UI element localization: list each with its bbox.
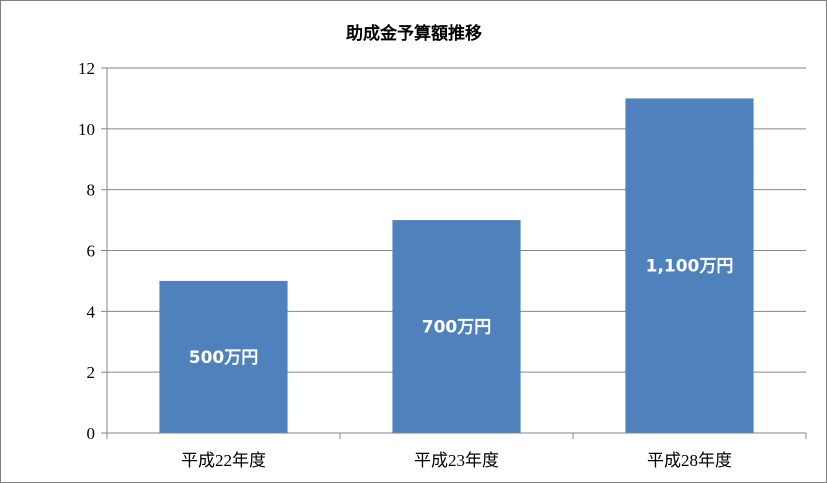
- y-tick-label: 10: [78, 120, 95, 139]
- y-tick-label: 0: [87, 424, 96, 443]
- y-tick-label: 8: [87, 181, 96, 200]
- y-tick-label: 12: [78, 59, 95, 78]
- axes: [101, 67, 807, 439]
- y-tick-label: 6: [87, 242, 96, 261]
- bar-data-label: 700万円: [422, 318, 492, 338]
- data-labels: 500万円 700万円 1,100万円: [189, 257, 734, 368]
- x-category-label: 平成22年度: [181, 451, 266, 470]
- bar-data-label: 1,100万円: [646, 257, 734, 277]
- x-category-label: 平成28年度: [647, 451, 732, 470]
- y-axis-ticks: 0 2 4 6 8 10 12: [78, 59, 96, 443]
- chart-title: 助成金予算額推移: [346, 23, 482, 44]
- bar: [625, 98, 754, 434]
- x-axis-labels: 平成22年度 平成23年度 平成28年度: [181, 451, 732, 470]
- x-category-label: 平成23年度: [414, 451, 499, 470]
- bar: [159, 280, 288, 433]
- bar: [392, 220, 521, 433]
- bars: [159, 98, 754, 434]
- y-tick-label: 4: [87, 302, 96, 321]
- bar-data-label: 500万円: [189, 348, 259, 368]
- y-tick-label: 2: [87, 363, 96, 382]
